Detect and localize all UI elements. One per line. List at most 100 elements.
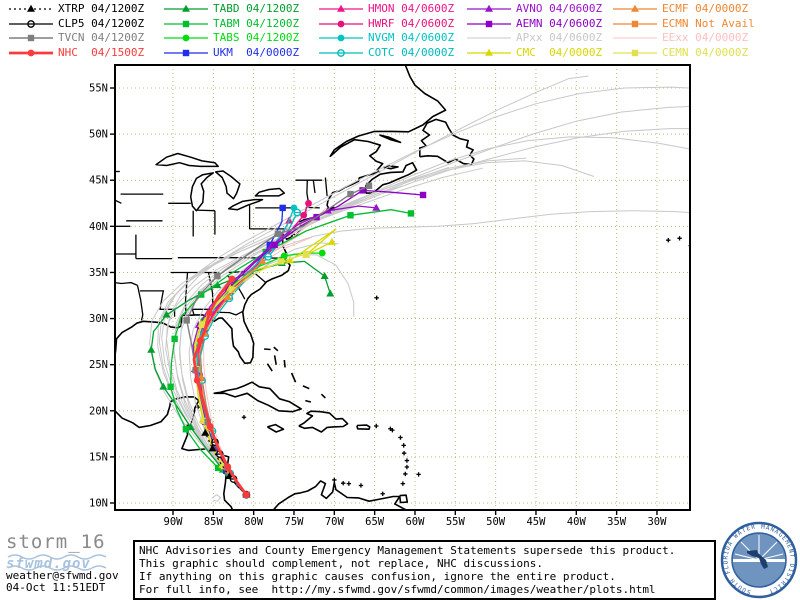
svg-text:60W: 60W [405,516,425,528]
legend-entry-hwrf: HWRF 04/0600Z [318,17,454,31]
svg-text:40N: 40N [89,221,108,233]
svg-text:85W: 85W [204,516,224,528]
svg-text:30N: 30N [89,313,108,325]
track-apxx [179,136,690,496]
svg-text:50N: 50N [89,129,108,141]
svg-text:65W: 65W [365,516,385,528]
legend-label: TABD 04/1200Z [213,2,300,15]
legend-label: TABM 04/1200Z [213,16,300,30]
track-apxx [157,106,690,496]
legend-entry-ukm: UKM 04/0000Z [163,46,299,60]
island-marks [195,236,690,496]
svg-text:70W: 70W [325,516,345,528]
seal-florida-shape [747,550,768,569]
legend-label: UKM 04/0000Z [213,45,300,59]
svg-text:40W: 40W [567,516,587,528]
legend-label: ECMF 04/0000Z [662,2,749,15]
svg-text:30W: 30W [647,516,667,528]
cmc-marker-icon [467,48,511,56]
track-nhc [192,275,250,499]
sfwmd-seal: SOUTH FLORIDA WATER MANAGEMENT DISTRICT [720,521,798,599]
hwrf-marker-icon [319,20,363,27]
svg-text:80W: 80W [244,516,264,528]
storm-id-label: storm_16 [6,531,106,553]
cemn-marker-icon [613,49,657,56]
legend-label: CMC 04/0000Z [516,45,603,59]
svg-text:35N: 35N [89,267,108,279]
svg-text:90W: 90W [164,516,184,528]
svg-text:10N: 10N [89,498,108,510]
legend-label: CLP5 04/1200Z [58,16,145,30]
coastlines [115,65,475,510]
track-apxx [161,86,690,496]
great-lakes [155,152,286,212]
legend-label: EExx 04/0000Z [662,31,749,45]
svg-text:55N: 55N [89,83,108,95]
legend-label: AEMN 04/0600Z [516,16,603,30]
svg-text:15N: 15N [89,451,108,463]
track-ecmf [197,257,267,498]
footer-branding: storm_16 sfwmd.gov weather@sfwmd.gov 04-… [6,531,131,594]
svg-text:25N: 25N [89,359,108,371]
model-tracks [147,75,690,502]
xtrp-marker-icon [9,4,53,12]
apxx-marker-icon [467,37,511,39]
legend-entry-nvgm: NVGM 04/0600Z [318,31,454,45]
legend-entry-eexx: EExx 04/0000Z [612,31,748,45]
legend-entry-cotc: COTC 04/0000Z [318,46,454,60]
legend-entry-hmon: HMON 04/0600Z [318,2,454,16]
legend-label: CEMN 04/0000Z [662,45,749,59]
legend-label: XTRP 04/1200Z [58,2,145,15]
svg-text:50W: 50W [486,516,506,528]
disclaimer-line: NHC Advisories and County Emergency Mana… [139,544,676,557]
legend-label: ECMN Not Avail [662,16,755,30]
legend-entry-cemn: CEMN 04/0000Z [612,46,748,60]
svg-text:35W: 35W [607,516,627,528]
ecmf-marker-icon [613,4,657,12]
legend-entry-clp5: CLP5 04/1200Z [8,17,144,31]
legend-label: AVNO 04/0600Z [516,2,603,15]
svg-text:45W: 45W [526,516,546,528]
legend-label: APxx 04/0600Z [516,31,603,45]
track-apxx [165,128,690,496]
tabd-marker-icon [164,4,208,12]
legend-entry-tabs: TABS 04/1200Z [163,31,299,45]
disclaimer-box: NHC Advisories and County Emergency Mana… [133,540,716,600]
legend-entry-apxx: APxx 04/0600Z [466,31,602,45]
disclaimer-line: For full info, see http://my.sfwmd.gov/s… [139,583,656,596]
map-frame [114,64,691,511]
track-tabm [167,209,415,498]
contact-email[interactable]: weather@sfwmd.gov [6,569,119,582]
legend-entry-cmc: CMC 04/0000Z [466,46,602,60]
legend-entry-nhc: NHC 04/1500Z [8,46,144,60]
legend-label: HMON 04/0600Z [368,2,455,15]
legend-label: COTC 04/0000Z [368,45,455,59]
legend-entry-tvcn: TVCN 04/1200Z [8,31,144,45]
svg-text:20N: 20N [89,405,108,417]
issue-timestamp: 04-Oct 11:51EDT [6,581,106,594]
logo-wave-icon [7,554,107,571]
nvgm-marker-icon [319,34,363,42]
legend-entry-ecmf: ECMF 04/0000Z [612,2,748,16]
legend-entry-tabd: TABD 04/1200Z [163,2,299,16]
avno-marker-icon [467,4,511,12]
hmon-marker-icon [319,4,363,12]
tabm-marker-icon [164,20,208,27]
legend-label: TABS 04/1200Z [213,31,300,45]
legend-label: NVGM 04/0600Z [368,31,455,45]
aemn-marker-icon [467,20,511,27]
legend-entry-avno: AVNO 04/0600Z [466,2,602,16]
logo-text: sfwmd.gov [6,556,91,572]
axis-labels: 10N 15N 20N 25N 30N 35N 40N 45N 50N 55N 90W 85W 80W 7… [89,83,667,528]
tvcn-marker-icon [9,34,53,42]
seal-waterline [733,559,785,562]
legend-entry-tabm: TABM 04/1200Z [163,17,299,31]
legend-entry-ecmn: ECMN Not Avail [612,17,755,31]
track-aemn [193,187,427,498]
clp5-marker-icon [9,19,53,28]
tabs-marker-icon [164,34,208,42]
legend-entry-aemn: AEMN 04/0600Z [466,17,602,31]
disclaimer-line: If anything on this graphic causes confu… [139,570,616,583]
ecmn-marker-icon [613,20,657,27]
